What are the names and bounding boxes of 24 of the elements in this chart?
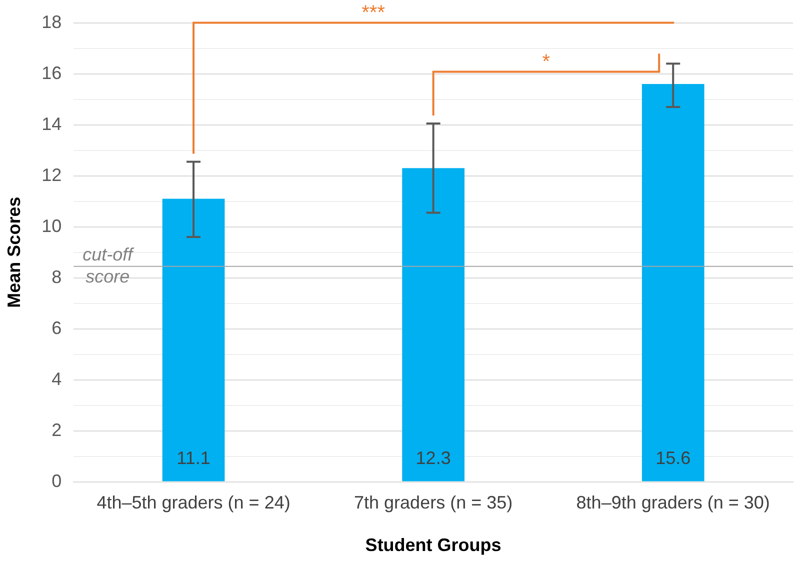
x-tick-label: 8th–9th graders (n = 30) bbox=[576, 492, 770, 513]
y-tick-label: 18 bbox=[42, 12, 62, 32]
bar bbox=[162, 198, 225, 482]
y-tick-label: 12 bbox=[42, 164, 62, 185]
annotation: *** bbox=[362, 2, 386, 24]
data-label: 15.6 bbox=[656, 448, 691, 468]
ref-line-label: cut-off score bbox=[82, 244, 135, 286]
y-tick-label: 0 bbox=[52, 470, 62, 491]
x-tick-label: 4th–5th graders (n = 24) bbox=[96, 492, 290, 513]
x-axis-title: Student Groups bbox=[365, 535, 502, 556]
data-label: 11.1 bbox=[176, 448, 210, 468]
annotation: * bbox=[542, 50, 550, 73]
y-tick-label: 14 bbox=[42, 114, 62, 134]
bar bbox=[642, 84, 704, 482]
data-label: 12.3 bbox=[416, 448, 451, 468]
y-tick-label: 6 bbox=[52, 318, 62, 338]
y-tick-label: 8 bbox=[52, 266, 62, 287]
y-tick-label: 4 bbox=[52, 368, 62, 389]
y-axis-title: Mean Scores bbox=[4, 196, 24, 308]
bar bbox=[402, 168, 464, 482]
y-tick-label: 2 bbox=[52, 420, 62, 440]
x-tick-label: 7th graders (n = 35) bbox=[354, 492, 513, 513]
y-tick-label: 10 bbox=[42, 216, 62, 236]
y-tick-label: 16 bbox=[42, 62, 62, 83]
